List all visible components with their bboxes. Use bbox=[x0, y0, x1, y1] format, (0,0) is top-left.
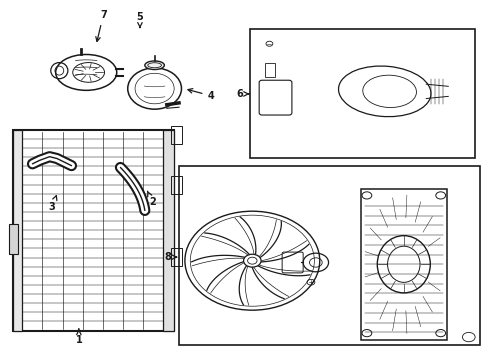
Bar bbox=[179, 166, 480, 345]
Bar bbox=[171, 176, 182, 194]
Bar bbox=[13, 130, 22, 330]
Text: 1: 1 bbox=[75, 329, 82, 345]
Bar bbox=[171, 126, 182, 144]
Ellipse shape bbox=[145, 61, 164, 69]
Bar bbox=[9, 224, 18, 254]
Bar bbox=[265, 63, 275, 77]
Text: 4: 4 bbox=[188, 89, 214, 101]
Bar bbox=[250, 30, 475, 158]
Text: 5: 5 bbox=[137, 12, 143, 28]
Bar bbox=[361, 189, 446, 339]
Bar bbox=[13, 130, 174, 330]
Bar bbox=[171, 248, 182, 266]
Text: 7: 7 bbox=[96, 10, 107, 41]
Text: 2: 2 bbox=[147, 191, 155, 207]
Text: 8: 8 bbox=[164, 252, 171, 262]
Text: 6: 6 bbox=[237, 89, 244, 99]
Text: 3: 3 bbox=[49, 195, 57, 212]
Bar bbox=[163, 130, 174, 330]
